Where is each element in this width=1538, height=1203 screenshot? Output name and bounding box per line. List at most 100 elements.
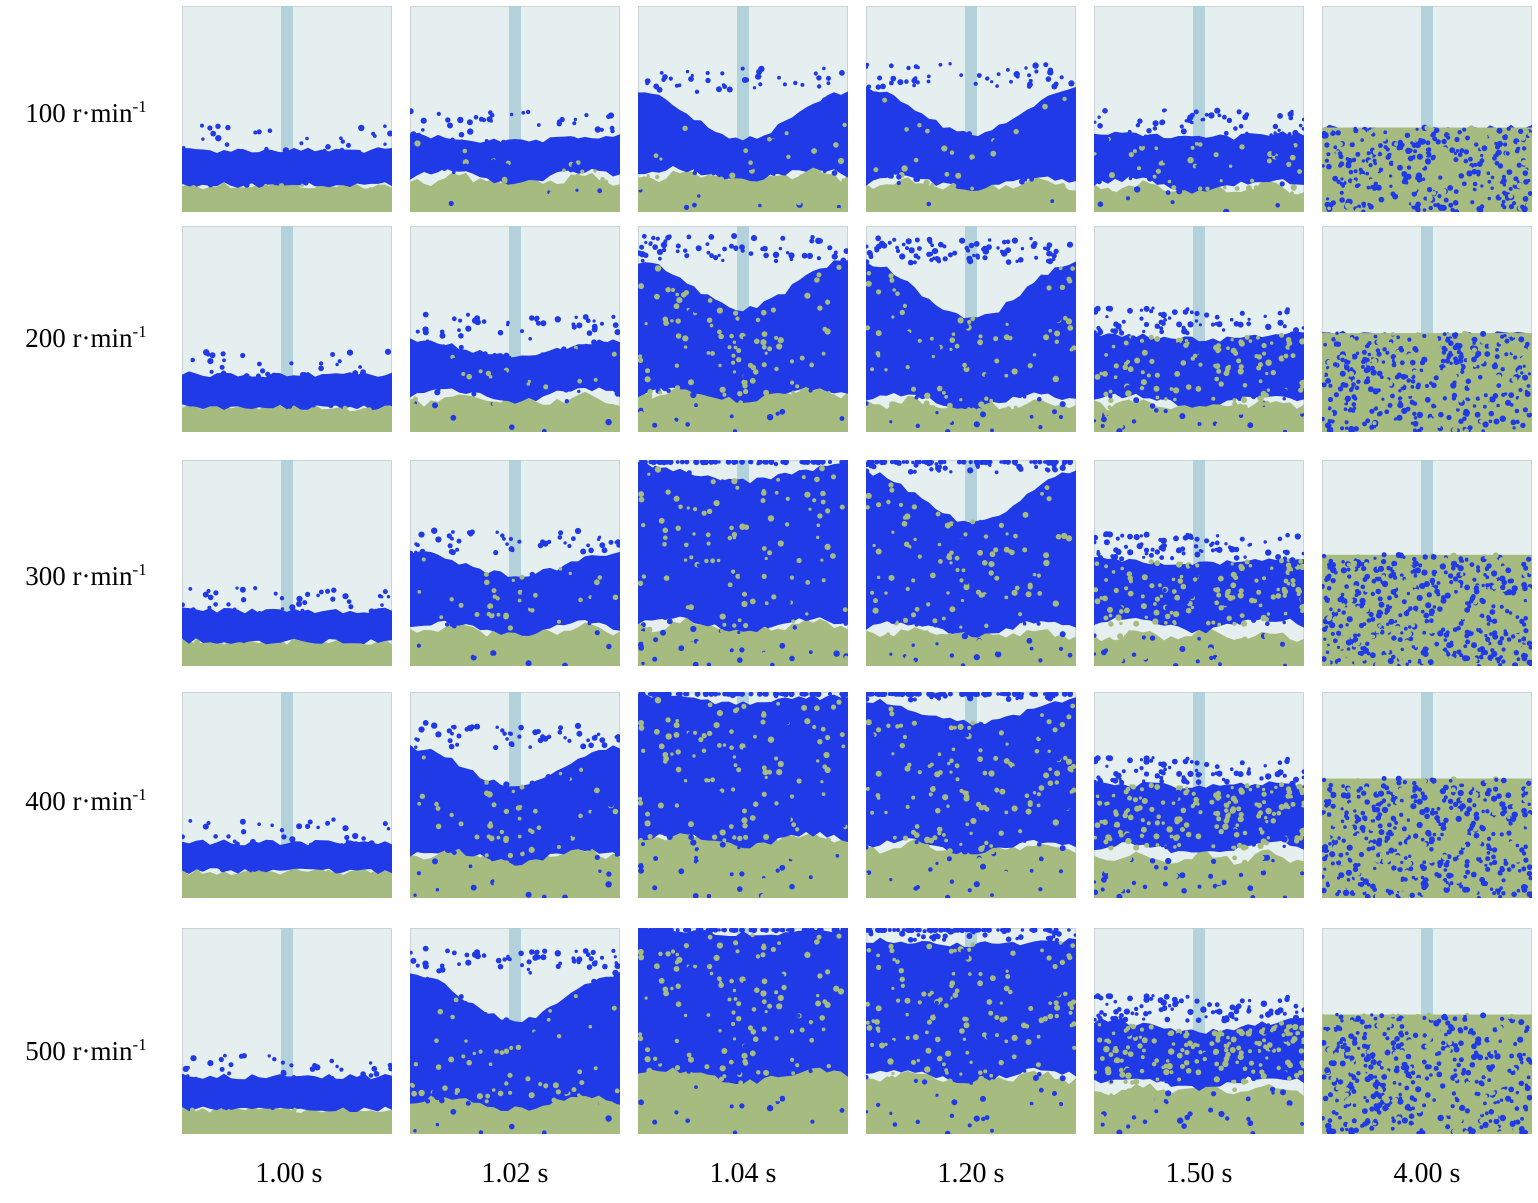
particle xyxy=(1375,426,1381,431)
particle xyxy=(1184,339,1189,343)
particle xyxy=(1251,146,1255,151)
particle xyxy=(1032,586,1039,593)
particle xyxy=(265,371,271,377)
particle xyxy=(591,339,597,346)
particle xyxy=(1433,375,1439,381)
particle xyxy=(1327,418,1333,424)
particle xyxy=(1112,191,1116,195)
particle xyxy=(895,460,899,464)
particle xyxy=(1214,314,1220,320)
particle xyxy=(741,600,748,608)
particle xyxy=(254,176,261,183)
particle xyxy=(713,535,719,541)
particle xyxy=(1132,647,1136,651)
particle xyxy=(352,370,359,377)
particle xyxy=(641,661,645,666)
col-label-1-20s: 1.20 s xyxy=(937,1158,1005,1189)
particle xyxy=(1141,574,1148,581)
particle xyxy=(770,662,775,666)
particle xyxy=(384,348,392,355)
particle xyxy=(1385,350,1390,355)
particle xyxy=(1051,462,1057,468)
particle xyxy=(1491,650,1498,657)
particle xyxy=(749,598,756,605)
particle xyxy=(1193,349,1199,355)
particle xyxy=(1342,399,1346,404)
particle xyxy=(540,320,547,327)
particle xyxy=(1113,547,1119,553)
particle xyxy=(938,559,943,564)
particle xyxy=(712,203,717,209)
particle xyxy=(500,599,504,603)
particle xyxy=(584,578,590,584)
particle xyxy=(530,576,536,582)
particle xyxy=(1271,660,1275,664)
particle xyxy=(1336,136,1341,141)
particle xyxy=(1101,209,1106,212)
particle xyxy=(1326,387,1333,393)
particle xyxy=(957,373,963,379)
particle xyxy=(255,373,261,379)
particle xyxy=(778,654,783,659)
particle xyxy=(740,567,745,573)
particle xyxy=(1142,555,1146,559)
particle xyxy=(814,190,821,197)
particle xyxy=(713,400,718,405)
particle xyxy=(1355,151,1361,157)
particle xyxy=(1095,135,1102,142)
particle xyxy=(675,460,680,464)
particle xyxy=(326,192,333,199)
particle xyxy=(213,602,218,607)
particle xyxy=(1102,371,1108,377)
particle xyxy=(913,64,919,69)
particle xyxy=(1152,421,1159,428)
particle xyxy=(1136,638,1141,643)
particle xyxy=(717,342,722,347)
particle xyxy=(1342,656,1347,662)
particle xyxy=(555,421,560,425)
particle xyxy=(554,316,561,323)
particle xyxy=(1488,419,1493,424)
particle xyxy=(827,492,833,498)
particle xyxy=(924,185,930,191)
particle xyxy=(1488,410,1495,417)
particle xyxy=(580,355,584,359)
particle xyxy=(1279,558,1284,564)
particle xyxy=(876,289,882,295)
particle xyxy=(1483,573,1487,577)
particle xyxy=(1012,651,1018,657)
particle xyxy=(1230,595,1236,600)
particle xyxy=(1322,203,1326,209)
particle xyxy=(998,420,1004,426)
particle xyxy=(1062,96,1067,102)
particle xyxy=(1208,384,1212,389)
particle xyxy=(721,375,728,382)
particle xyxy=(210,130,217,137)
particle xyxy=(924,392,931,399)
particle xyxy=(652,529,657,534)
particle xyxy=(799,355,805,361)
particle xyxy=(935,171,940,176)
particle xyxy=(1512,129,1516,133)
particle xyxy=(1237,423,1243,430)
particle xyxy=(1096,640,1103,646)
particle xyxy=(342,405,348,411)
particle xyxy=(985,76,990,81)
particle xyxy=(961,568,966,573)
blue-particle-layer xyxy=(182,147,392,188)
particle xyxy=(1510,155,1516,162)
particle xyxy=(1367,341,1372,346)
particle xyxy=(253,586,258,591)
particle xyxy=(319,392,323,397)
particle xyxy=(1527,372,1531,376)
particle xyxy=(1208,414,1214,420)
particle xyxy=(933,396,938,401)
particle xyxy=(803,407,809,413)
particle xyxy=(787,346,793,352)
particle xyxy=(1353,343,1359,348)
particle xyxy=(1299,419,1304,423)
particle xyxy=(1511,376,1518,383)
particle xyxy=(294,622,299,627)
particle xyxy=(1150,547,1155,552)
particle xyxy=(1173,535,1179,542)
